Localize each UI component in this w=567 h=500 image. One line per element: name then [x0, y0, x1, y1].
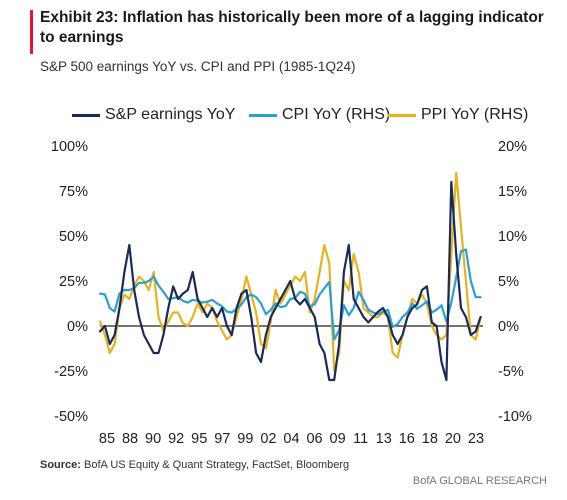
x-axis-tick-label: 16	[399, 431, 415, 447]
right-axis-tick-label: -10%	[498, 409, 532, 425]
legend-label-cpi: CPI YoY (RHS)	[282, 106, 391, 123]
title-accent-bar	[30, 10, 33, 54]
legend-label-ppi: PPI YoY (RHS)	[421, 106, 529, 123]
x-axis-tick-label: 11	[353, 431, 368, 447]
chart-title: Exhibit 23: Inflation has historically b…	[40, 9, 544, 46]
legend-swatch-eps	[72, 113, 100, 117]
legend-item-ppi: PPI YoY (RHS)	[388, 106, 528, 124]
left-axis-tick-label: 75%	[59, 184, 88, 200]
x-axis-tick-label: 09	[330, 431, 346, 447]
x-axis-tick-label: 13	[376, 431, 392, 447]
x-axis-tick-label: 88	[122, 431, 138, 447]
left-axis-tick-label: 100%	[51, 139, 88, 155]
legend-swatch-cpi	[249, 113, 277, 117]
left-axis-tick-label: -25%	[54, 364, 88, 380]
x-axis-tick-label: 23	[468, 431, 484, 447]
legend-swatch-ppi	[388, 113, 416, 117]
series-line-sp-earnings	[98, 180, 482, 382]
right-axis-tick-label: 15%	[498, 184, 527, 200]
series-line-cpi	[98, 248, 482, 341]
x-axis-tick-label: 85	[99, 431, 115, 447]
brand-footer: BofA GLOBAL RESEARCH	[412, 475, 547, 487]
x-axis-tick-label: 97	[214, 431, 230, 447]
right-axis-tick-label: 0%	[498, 319, 519, 335]
right-axis-tick-label: 10%	[498, 229, 527, 245]
x-axis-tick-label: 02	[260, 431, 276, 447]
series-line-ppi	[98, 171, 482, 373]
source-label: Source:	[40, 459, 81, 471]
x-axis-tick-label: 20	[445, 431, 461, 447]
legend-label-eps: S&P earnings YoY	[105, 106, 236, 123]
source-text: BofA US Equity & Quant Strategy, FactSet…	[80, 459, 350, 471]
legend: S&P earnings YoY CPI YoY (RHS) PPI YoY (…	[0, 106, 567, 136]
legend-item-cpi: CPI YoY (RHS)	[249, 106, 390, 124]
x-axis-tick-label: 18	[422, 431, 438, 447]
legend-item-eps: S&P earnings YoY	[72, 106, 235, 124]
x-axis-tick-label: 06	[306, 431, 322, 447]
left-axis-tick-label: 25%	[59, 274, 88, 290]
source-note: Source: BofA US Equity & Quant Strategy,…	[40, 459, 349, 471]
left-axis-tick-label: 0%	[67, 319, 88, 335]
right-axis-tick-label: 20%	[498, 139, 527, 155]
x-axis-tick-label: 95	[191, 431, 207, 447]
right-axis-tick-label: -5%	[498, 364, 524, 380]
left-axis-tick-label: -50%	[54, 409, 88, 425]
x-axis-tick-label: 90	[145, 431, 161, 447]
chart-subtitle: S&P 500 earnings YoY vs. CPI and PPI (19…	[40, 59, 356, 74]
left-axis-tick-label: 50%	[59, 229, 88, 245]
x-axis-tick-label: 92	[168, 431, 184, 447]
x-axis-tick-label: 99	[237, 431, 253, 447]
right-axis-tick-label: 5%	[498, 274, 519, 290]
x-axis-tick-label: 04	[283, 431, 299, 447]
